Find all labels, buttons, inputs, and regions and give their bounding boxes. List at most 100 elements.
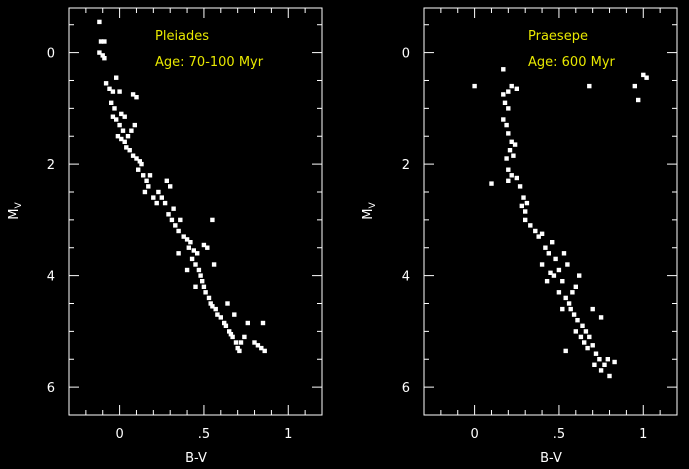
data-point [119,136,124,142]
data-point [592,362,597,367]
data-point [580,323,585,328]
data-point [602,362,607,367]
data-point [238,340,244,345]
data-point [568,306,573,312]
chart-title: Pleiades [155,29,209,44]
data-point [506,167,511,172]
axis-ticks: 0 .5 1 0 2 4 6 [402,8,678,442]
data-point [501,92,506,97]
x-tick-label: 1 [639,427,647,442]
data-point [556,267,562,273]
data-point [114,117,119,122]
data-point [472,83,477,89]
data-point [218,315,223,320]
x-tick-label: .5 [553,427,565,442]
data-point [597,357,602,362]
data-point [171,206,176,211]
x-tick-label: 0 [115,427,123,442]
data-point [590,343,595,348]
data-point [137,159,142,164]
data-point [213,306,218,312]
data-point [100,53,105,58]
data-point [583,329,589,334]
data-point [641,72,646,78]
data-point [164,178,169,183]
plot-frame [68,7,323,416]
data-point [188,240,193,245]
data-point [127,148,132,153]
y-axis-label-sub: V [14,201,24,208]
data-point [184,267,190,273]
data-point [593,351,599,356]
data-point [107,86,112,91]
data-point [151,195,156,200]
data-point [242,334,247,340]
data-point [115,134,121,139]
x-axis-label: B-V [540,451,562,466]
chart-subtitle: Age: 600 Myr [528,55,616,70]
data-point [147,173,153,178]
data-point [539,262,545,267]
pleiades-panel: 0 .5 1 0 2 4 6 Pleiades Age: 70-100 Myr B-V MV [7,7,323,466]
data-point [528,223,533,228]
data-point [210,304,215,309]
data-point [262,348,267,354]
data-point [245,320,250,326]
data-point [260,320,266,326]
data-point [130,153,136,158]
data-point [189,256,195,262]
data-point [125,134,131,139]
y-tick-label: 6 [47,381,55,396]
data-point [506,106,511,111]
y-axis-label-main: M [361,208,376,219]
data-point [524,200,530,206]
data-point [144,178,149,183]
data-point [517,184,523,189]
data-point [169,217,175,223]
data-point [205,245,210,250]
data-point [228,332,234,337]
data-point [97,50,102,55]
data-point [223,323,229,328]
data-point [521,195,526,200]
data-point [206,295,212,301]
data-point [181,234,186,239]
data-point [533,228,538,234]
data-point [102,39,107,44]
data-point [117,89,122,94]
data-point [210,217,215,223]
data-point [193,284,198,289]
data-point [159,195,164,200]
data-point [124,145,129,150]
chart-subtitle: Age: 70-100 Myr [155,55,264,70]
x-axis-label: B-V [185,451,207,466]
data-point [211,262,217,267]
y-tick-label: 0 [47,47,55,62]
data-point [506,131,511,136]
data-point [235,345,240,351]
data-point [502,100,508,105]
data-point [225,301,230,306]
data-point [200,279,205,284]
data-point [573,284,578,289]
data-point [509,83,514,89]
data-point [506,89,511,94]
data-point [215,312,220,317]
data-point [644,75,649,80]
data-point [511,153,516,158]
y-axis-label: MV [7,201,24,219]
data-points [472,67,649,379]
data-point [136,167,141,172]
data-point [587,83,592,89]
data-point [110,114,116,119]
data-point [193,262,198,267]
y-axis-label: MV [361,201,378,219]
data-point [98,39,104,44]
data-points [97,19,267,354]
data-point [255,343,261,348]
data-point [575,318,580,323]
data-point [166,212,171,217]
data-point [117,122,122,128]
data-point [563,295,568,301]
